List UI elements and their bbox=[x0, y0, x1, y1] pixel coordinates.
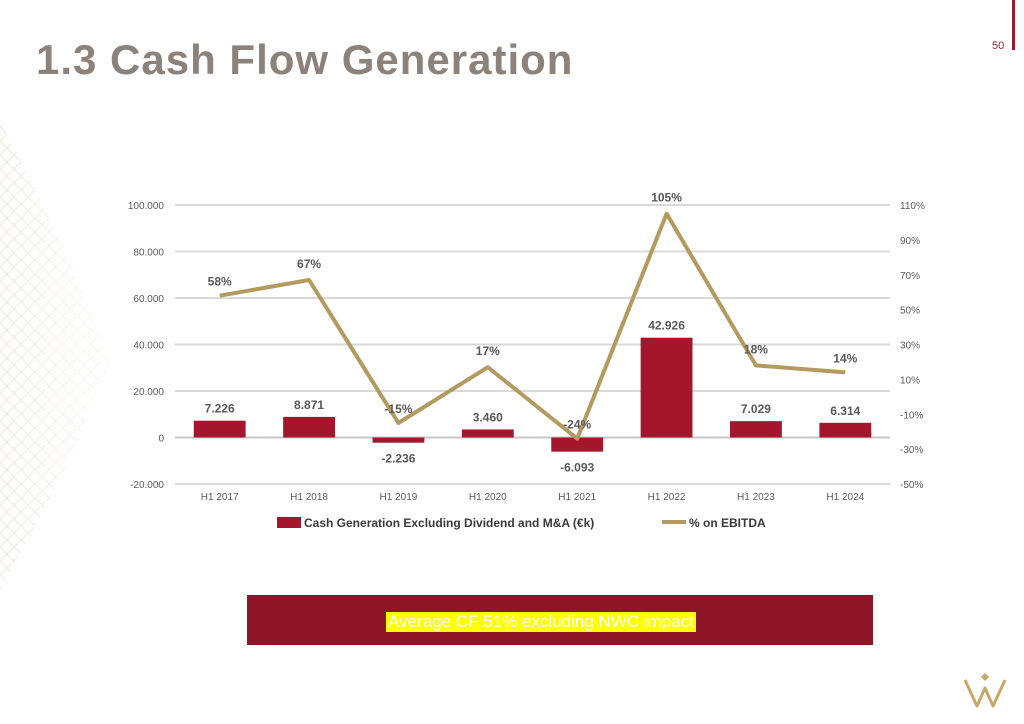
y-right-tick-label: 110% bbox=[900, 201, 925, 212]
line-data-label: 67% bbox=[297, 257, 321, 271]
y-left-tick-label: 100.000 bbox=[128, 201, 165, 212]
y-right-tick-label: 70% bbox=[900, 271, 920, 282]
x-tick-label: H1 2021 bbox=[558, 492, 596, 503]
legend-line-label: % on EBITDA bbox=[689, 516, 766, 530]
bar-data-label: 42.926 bbox=[648, 319, 685, 333]
y-left-tick-label: -20.000 bbox=[130, 480, 164, 491]
brand-logo bbox=[963, 673, 1007, 708]
bar bbox=[730, 421, 782, 438]
page-title: 1.3 Cash Flow Generation bbox=[36, 36, 574, 83]
x-tick-label: H1 2018 bbox=[290, 492, 328, 503]
bar bbox=[461, 429, 514, 438]
y-right-tick-label: 30% bbox=[900, 341, 920, 352]
y-left-tick-label: 60.000 bbox=[133, 294, 164, 305]
y-left-tick-label: 40.000 bbox=[133, 341, 164, 352]
line-data-label: 105% bbox=[651, 191, 682, 205]
x-tick-label: H1 2020 bbox=[469, 492, 507, 503]
line-data-label: 14% bbox=[833, 351, 857, 365]
bar bbox=[372, 437, 425, 443]
line-data-label: 18% bbox=[744, 342, 768, 356]
x-tick-label: H1 2022 bbox=[648, 492, 686, 503]
x-tick-label: H1 2017 bbox=[201, 492, 239, 503]
bar-data-label: -6.093 bbox=[560, 461, 594, 475]
page-accent-bar bbox=[1012, 0, 1015, 50]
y-right-tick-label: 90% bbox=[900, 236, 920, 247]
y-left-tick-label: 80.000 bbox=[133, 248, 164, 259]
x-tick-label: H1 2023 bbox=[737, 492, 775, 503]
y-right-tick-label: -30% bbox=[900, 445, 923, 456]
callout-text: Average CF 51% excluding NWC impact bbox=[386, 612, 696, 632]
bar bbox=[551, 437, 604, 452]
y-right-tick-label: -10% bbox=[900, 410, 923, 421]
x-tick-label: H1 2019 bbox=[380, 492, 418, 503]
bar-data-label: 8.871 bbox=[294, 398, 324, 412]
line-data-label: 17% bbox=[476, 344, 500, 358]
page-number: 50 bbox=[992, 40, 1005, 52]
bar-data-label: 3.460 bbox=[473, 410, 503, 424]
decorative-pattern bbox=[0, 120, 140, 590]
line-data-label: -24% bbox=[563, 418, 591, 432]
legend-bar-label: Cash Generation Excluding Dividend and M… bbox=[304, 516, 594, 530]
y-right-tick-label: 10% bbox=[900, 375, 920, 386]
ebitda-line bbox=[219, 211, 846, 441]
y-left-tick-label: 20.000 bbox=[133, 387, 164, 398]
legend-bar-swatch bbox=[277, 517, 301, 528]
bar-data-label: -2.236 bbox=[381, 452, 415, 466]
y-right-tick-label: -50% bbox=[900, 480, 923, 491]
bar bbox=[819, 422, 872, 438]
y-right-tick-label: 50% bbox=[900, 306, 920, 317]
line-data-label: 58% bbox=[208, 275, 232, 289]
bar bbox=[193, 420, 246, 438]
y-left-tick-label: 0 bbox=[158, 434, 164, 445]
bar bbox=[640, 337, 693, 438]
bar-data-label: 6.314 bbox=[830, 404, 860, 418]
bar-data-label: 7.226 bbox=[205, 402, 235, 416]
line-data-label: -15% bbox=[384, 402, 412, 416]
bar-data-label: 7.029 bbox=[741, 402, 771, 416]
bar bbox=[283, 416, 335, 438]
x-tick-label: H1 2024 bbox=[826, 492, 864, 503]
